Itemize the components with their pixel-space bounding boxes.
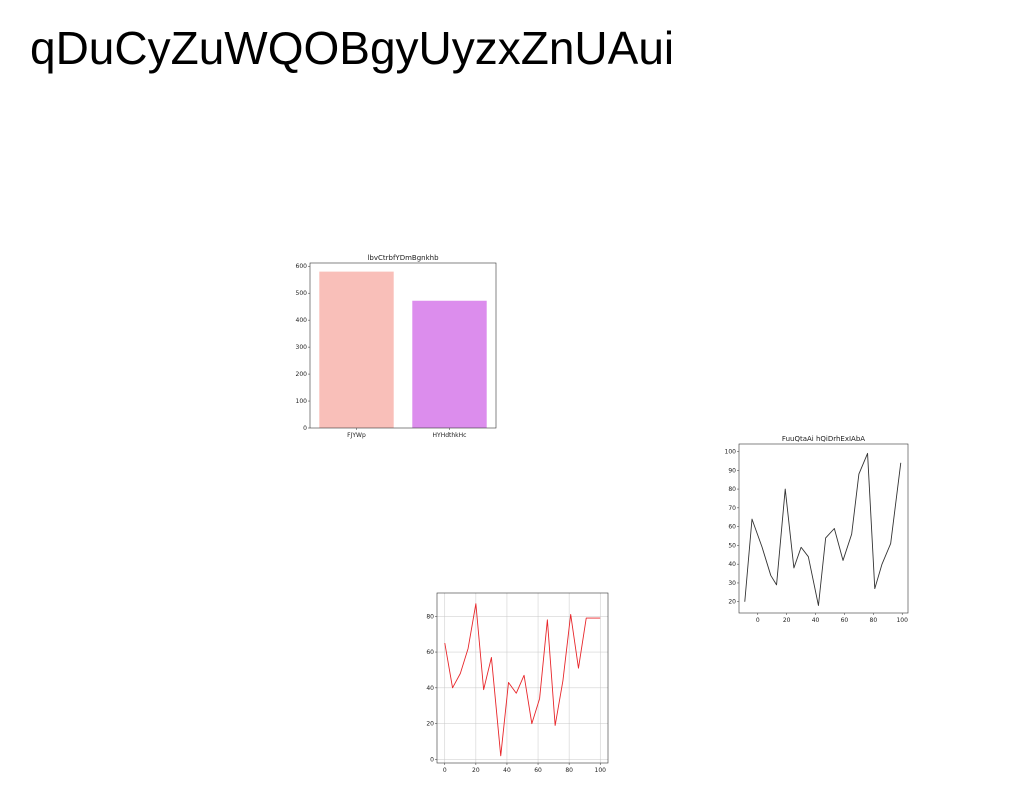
x-tick-label: 20 <box>783 617 791 624</box>
x-tick-label: FJYWp <box>347 432 366 439</box>
plot-frame <box>738 443 909 614</box>
plot-frame <box>436 592 609 764</box>
x-tick-label: 0 <box>756 617 760 624</box>
x-tick-label: 100 <box>595 767 607 774</box>
y-tick-label: 50 <box>728 542 736 549</box>
y-tick-label: 80 <box>728 486 736 493</box>
x-tick-label: 100 <box>896 617 908 624</box>
y-tick-label: 90 <box>728 467 736 474</box>
chart-title: FuuQtaAi hQiDrhExIAbA <box>782 435 865 443</box>
line-chart-top: FuuQtaAi hQiDrhExIAbA 0 20 40 60 80 100 20 30 40 5… <box>725 435 909 624</box>
y-tick-label: 200 <box>296 371 308 378</box>
page-title: qDuCyZuWQOBgyUyzxZnUAui <box>30 22 675 74</box>
y-tick-label: 80 <box>426 613 434 620</box>
x-tick-label: 80 <box>870 617 878 624</box>
bar-chart: lbvCtrbfYDmBgnkhb FJYWp HYHdthkHc 0 100 200 30… <box>296 254 497 439</box>
x-tick-label: 40 <box>503 767 511 774</box>
line-chart-bottom: 0 20 40 60 80 100 0 20 40 60 80 <box>426 592 609 774</box>
x-tick-label: 60 <box>841 617 849 624</box>
x-tick-label: 20 <box>472 767 480 774</box>
y-tick-label: 70 <box>728 505 736 512</box>
y-tick-label: 40 <box>728 561 736 568</box>
series-line <box>444 603 601 757</box>
x-tick-label: 40 <box>812 617 820 624</box>
x-tick-label: 60 <box>534 767 542 774</box>
y-tick-label: 40 <box>426 685 434 692</box>
bar <box>412 300 487 428</box>
series-line <box>744 452 902 606</box>
x-tick-label: 80 <box>565 767 573 774</box>
y-tick-label: 100 <box>725 449 737 456</box>
y-tick-label: 20 <box>728 599 736 606</box>
y-tick-label: 60 <box>426 649 434 656</box>
bar <box>319 271 394 428</box>
y-tick-label: 0 <box>430 756 434 763</box>
y-tick-label: 30 <box>728 580 736 587</box>
y-tick-label: 300 <box>296 344 308 351</box>
plot-frame <box>309 262 497 429</box>
y-tick-label: 20 <box>426 721 434 728</box>
y-tick-label: 400 <box>296 317 308 324</box>
y-tick-label: 100 <box>296 398 308 405</box>
x-tick-label: HYHdthkHc <box>433 432 467 439</box>
y-tick-label: 60 <box>728 524 736 531</box>
chart-title: lbvCtrbfYDmBgnkhb <box>367 254 439 262</box>
y-tick-label: 0 <box>303 425 307 432</box>
y-tick-label: 500 <box>296 290 308 297</box>
y-tick-label: 600 <box>296 263 308 270</box>
x-tick-label: 0 <box>443 767 447 774</box>
